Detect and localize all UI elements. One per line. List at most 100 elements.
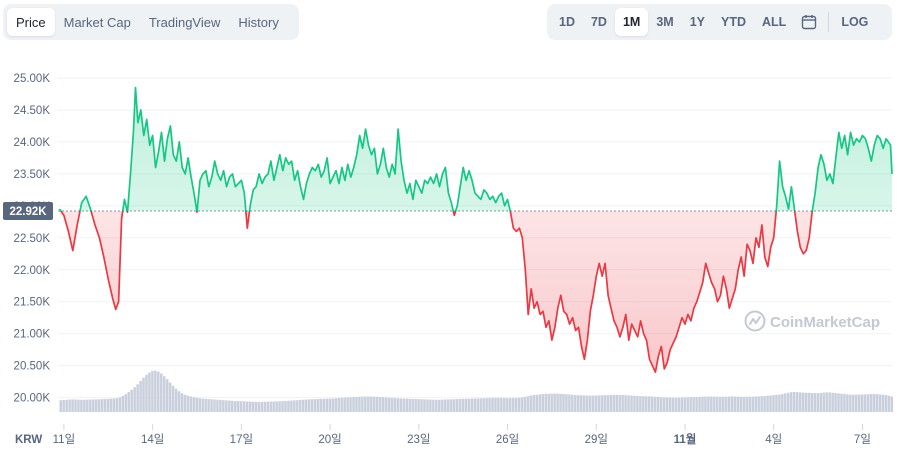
volume-bar xyxy=(423,399,426,412)
volume-bar xyxy=(331,398,335,412)
volume-bar xyxy=(139,380,142,412)
volume-bar xyxy=(591,395,595,412)
volume-bar xyxy=(872,393,876,412)
volume-bar xyxy=(884,395,888,412)
volume-bar xyxy=(290,400,293,412)
volume-bar xyxy=(142,377,145,412)
x-tick-label: 11일 xyxy=(53,432,76,446)
volume-bar xyxy=(772,395,775,412)
volume-bar xyxy=(281,401,284,412)
volume-bar xyxy=(816,392,820,412)
volume-bar xyxy=(242,401,246,412)
volume-bar xyxy=(834,393,837,412)
volume-bar xyxy=(296,400,299,412)
volume-bar xyxy=(411,398,414,412)
volume-bar xyxy=(810,392,814,412)
volume-bar xyxy=(532,395,536,412)
volume-bar xyxy=(766,395,769,412)
right-tab-1d[interactable]: 1D xyxy=(559,15,575,29)
volume-bar xyxy=(565,394,568,412)
currency-label: KRW xyxy=(15,434,42,446)
left-tab-market-cap[interactable]: Market Cap xyxy=(63,14,131,30)
right-tab-3m[interactable]: 3M xyxy=(656,15,674,29)
right-tab-all[interactable]: ALL xyxy=(762,15,787,29)
calendar-icon[interactable] xyxy=(794,8,824,36)
volume-bar xyxy=(822,392,825,412)
y-tick-label: 22.50K xyxy=(14,233,51,245)
volume-bar xyxy=(455,399,459,412)
left-tab-history[interactable]: History xyxy=(238,14,279,30)
volume-bar xyxy=(319,398,323,412)
x-tick-label: 4일 xyxy=(765,432,782,446)
price-line-up xyxy=(58,86,893,211)
y-tick-label: 22.00K xyxy=(14,265,51,277)
volume-bar xyxy=(109,398,113,412)
volume-bar xyxy=(671,397,675,412)
volume-bar xyxy=(739,396,743,412)
volume-bar xyxy=(857,394,861,412)
volume-bar xyxy=(272,401,275,412)
volume-bar xyxy=(541,394,545,412)
volume-bar xyxy=(582,395,586,412)
volume-bar xyxy=(157,371,160,412)
x-tick-label: 29일 xyxy=(585,432,608,446)
reference-label-bg xyxy=(3,201,53,220)
volume-bar xyxy=(420,399,423,412)
price-area-down xyxy=(59,210,892,373)
volume-bar xyxy=(562,394,565,412)
volume-bar xyxy=(115,398,119,412)
volume-bar xyxy=(370,396,373,412)
volume-bar xyxy=(301,399,305,412)
volume-bar xyxy=(189,396,193,412)
volume-bar xyxy=(287,400,290,412)
right-tab-1m[interactable]: 1M xyxy=(614,8,649,36)
volume-bar xyxy=(435,399,438,412)
log-scale-toggle[interactable]: LOG xyxy=(841,15,869,29)
right-tab-1y[interactable]: 1Y xyxy=(689,15,706,29)
right-tab-ytd[interactable]: YTD xyxy=(721,15,747,29)
volume-bar xyxy=(713,396,716,412)
volume-bar xyxy=(130,389,133,412)
volume-bar xyxy=(855,394,858,412)
volume-bar xyxy=(228,400,231,412)
volume-bar xyxy=(219,399,222,412)
volume-bar xyxy=(390,397,394,412)
volume-bar xyxy=(618,394,621,412)
volume-bar xyxy=(509,398,512,412)
volume-bar xyxy=(231,400,234,412)
volume-bar xyxy=(245,401,249,412)
volume-bar xyxy=(299,399,302,412)
volume-bar xyxy=(162,376,166,412)
volume-bar xyxy=(257,401,261,412)
right-tab-7d[interactable]: 7D xyxy=(590,15,607,29)
volume-bar xyxy=(612,394,616,412)
volume-bar xyxy=(674,397,678,412)
volume-bar xyxy=(890,396,894,412)
coinmarketcap-logo-icon xyxy=(744,310,766,332)
watermark-text: CoinMarketCap xyxy=(770,314,880,331)
volume-bar xyxy=(733,396,737,412)
volume-bar xyxy=(875,394,879,412)
volume-bar xyxy=(396,398,400,412)
volume-bar xyxy=(97,399,101,412)
volume-bar xyxy=(846,394,849,412)
volume-bar xyxy=(216,399,219,412)
volume-bar xyxy=(77,399,80,412)
volume-bar xyxy=(568,394,571,412)
volume-bar xyxy=(627,395,630,412)
volume-bar xyxy=(449,399,453,412)
volume-bar xyxy=(784,393,787,412)
volume-bar xyxy=(514,397,518,412)
x-tick-label: 20일 xyxy=(318,432,341,446)
volume-bar xyxy=(609,394,613,412)
volume-bar xyxy=(648,396,651,412)
volume-bar xyxy=(662,397,666,412)
volume-bar xyxy=(606,395,610,412)
left-tab-tradingview[interactable]: TradingView xyxy=(148,14,221,30)
volume-bar xyxy=(804,392,808,412)
left-tab-price[interactable]: Price xyxy=(7,8,55,36)
volume-bar xyxy=(154,370,157,412)
volume-bar xyxy=(718,396,722,412)
volume-bar xyxy=(269,401,272,412)
